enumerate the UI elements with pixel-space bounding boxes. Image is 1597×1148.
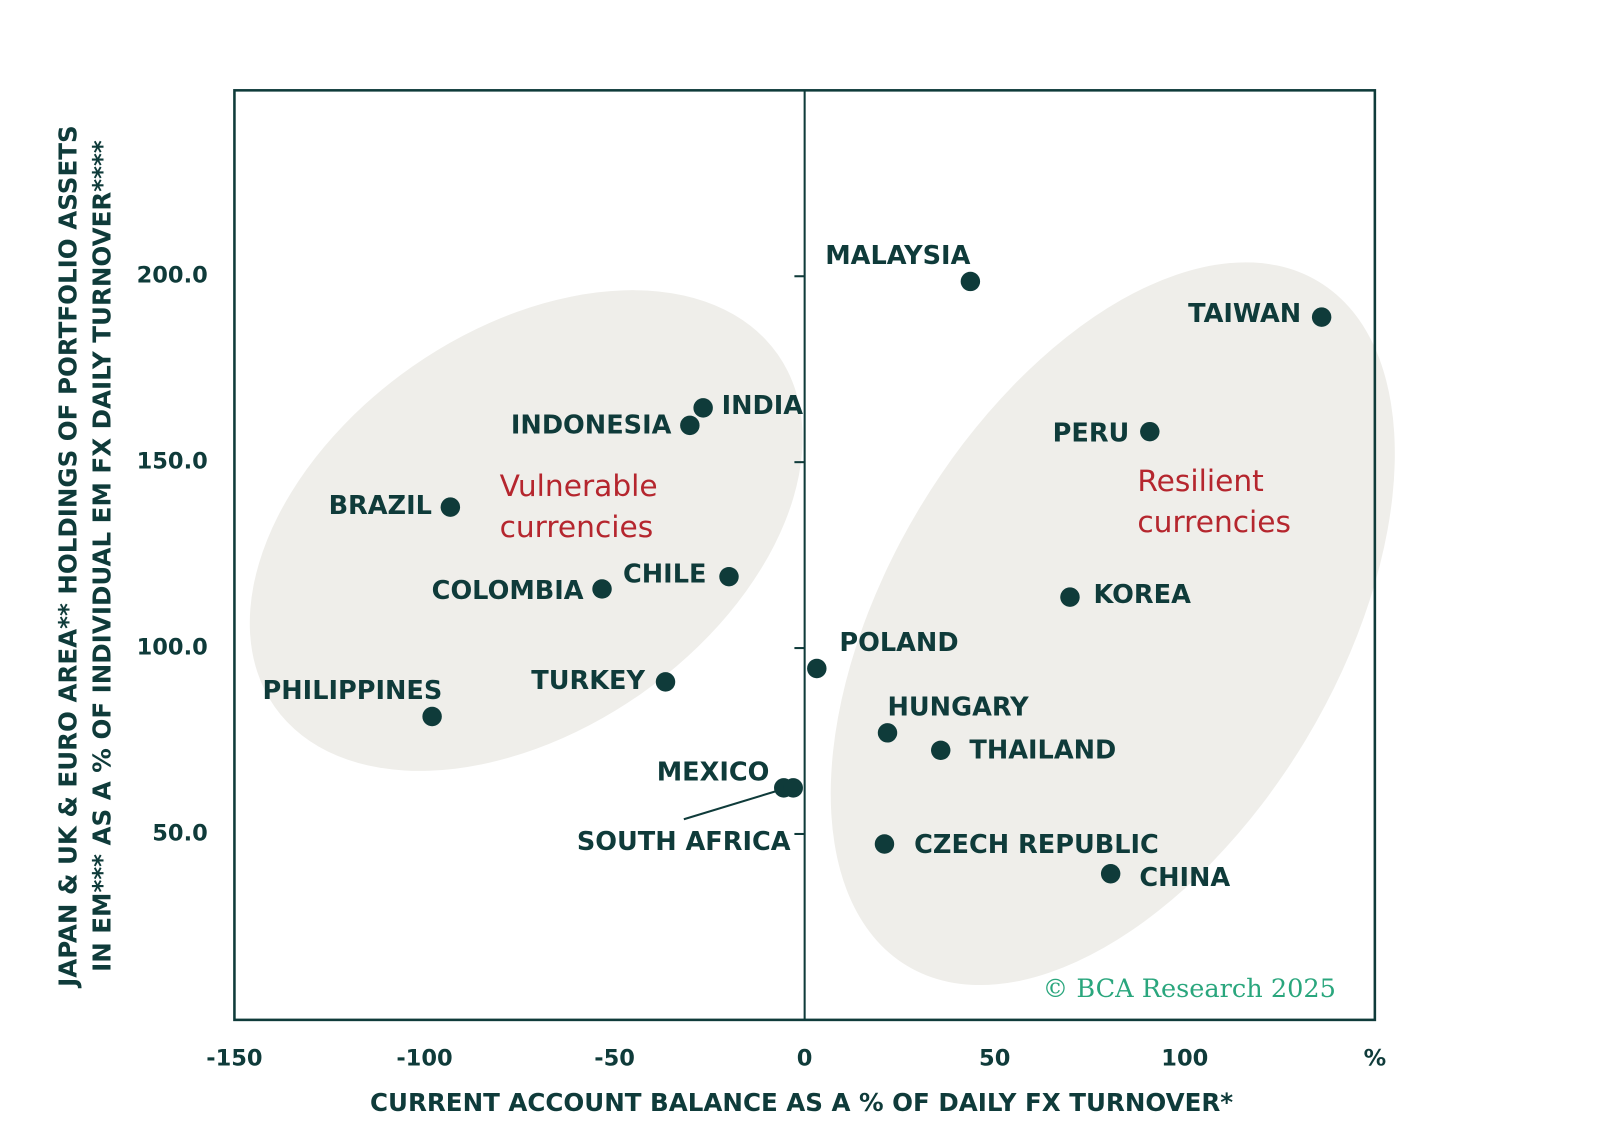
point-label: BRAZIL (329, 491, 432, 521)
x-tick-label: -150 (206, 1045, 262, 1071)
x-tick-label: -100 (396, 1045, 452, 1071)
point-label: TAIWAN (1188, 299, 1301, 329)
x-tick-label: % (1364, 1045, 1387, 1071)
point (877, 723, 898, 743)
point (783, 778, 803, 798)
point (719, 566, 739, 587)
point (693, 398, 713, 418)
point-label: INDONESIA (511, 410, 672, 440)
annotation: Resilient (1137, 463, 1263, 498)
point (440, 497, 461, 517)
x-tick-label: 50 (979, 1045, 1010, 1071)
annotation: currencies (1137, 504, 1291, 539)
point-label: CHINA (1139, 863, 1230, 893)
leader-line (683, 786, 789, 821)
credit: © BCA Research 2025 (1043, 974, 1336, 1004)
point-label: CHILE (623, 560, 706, 590)
point-label: KOREA (1094, 580, 1192, 610)
point-label: CZECH REPUBLIC (914, 830, 1159, 860)
point-label: INDIA (722, 391, 804, 421)
vulnerable-zone (249, 290, 803, 771)
point-label: PHILIPPINES (263, 676, 443, 706)
x-tick-label: 100 (1161, 1045, 1208, 1071)
point (680, 415, 700, 436)
point (422, 706, 442, 727)
annotation: currencies (500, 509, 654, 544)
point (655, 672, 676, 692)
y-tick-label: 50.0 (152, 820, 208, 846)
point (1100, 864, 1121, 884)
x-tick-label: 0 (797, 1045, 813, 1071)
y-tick-label: 100.0 (137, 635, 208, 661)
y-tick-label: 150.0 (137, 449, 208, 475)
y-axis-title: JAPAN & UK & EURO AREA** HOLDINGS OF POR… (54, 125, 83, 989)
point-label: TURKEY (531, 666, 645, 696)
resilient-zone (830, 262, 1395, 986)
annotation: Vulnerable (500, 468, 658, 503)
point-label: SOUTH AFRICA (577, 827, 791, 857)
point (874, 834, 895, 854)
x-axis-title: CURRENT ACCOUNT BALANCE AS A % OF DAILY … (370, 1088, 1233, 1117)
point-label: THAILAND (969, 735, 1116, 765)
point-label: HUNGARY (888, 692, 1030, 722)
point (807, 658, 827, 679)
y-axis-title: IN EM*** AS A % OF INDIVIDUAL EM FX DAIL… (87, 140, 116, 972)
y-tick-label: 200.0 (137, 263, 208, 289)
point (1060, 587, 1080, 607)
point (592, 579, 612, 599)
point-label: POLAND (839, 628, 958, 658)
point-label: MEXICO (657, 758, 770, 788)
point-label: PERU (1053, 419, 1130, 449)
point (1311, 307, 1332, 327)
point-label: COLOMBIA (432, 576, 584, 606)
point (931, 740, 951, 761)
x-tick-label: -50 (594, 1045, 635, 1071)
point (960, 271, 981, 292)
point-label: MALAYSIA (825, 241, 970, 271)
point (1140, 421, 1160, 442)
